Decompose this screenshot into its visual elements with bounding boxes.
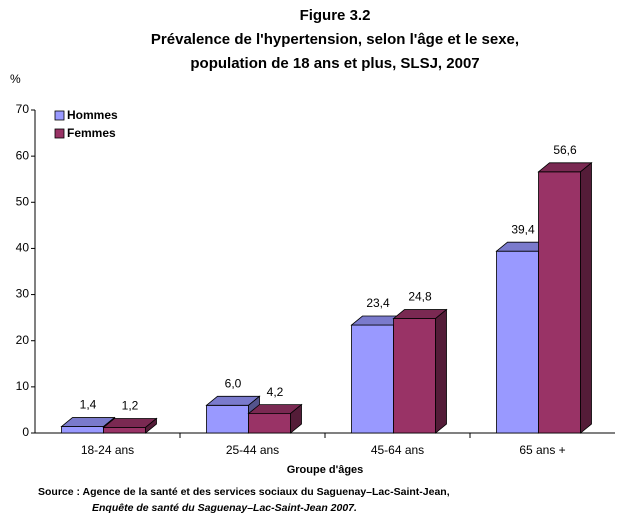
chart-title: Prévalence de l'hypertension, selon l'âg… [151, 31, 519, 48]
bar [206, 404, 249, 434]
y-tick-label: 10 [16, 379, 30, 393]
bar [248, 413, 291, 434]
chart-title: Figure 3.2 [300, 7, 371, 24]
value-label: 4,2 [267, 385, 284, 399]
bar [351, 324, 394, 434]
bar [61, 426, 104, 434]
bar-side [290, 403, 302, 434]
y-tick-label: 50 [16, 194, 30, 208]
value-label: 39,4 [511, 222, 535, 236]
chart-title: population de 18 ans et plus, SLSJ, 2007 [190, 55, 479, 72]
bar-side [580, 161, 592, 434]
bar-side [435, 308, 447, 434]
x-tick-label: 65 ans + [519, 443, 565, 457]
value-label: 1,2 [122, 399, 139, 413]
legend-label: Femmes [67, 126, 116, 140]
y-tick-label: 0 [22, 425, 29, 439]
x-axis-label: Groupe d'âges [287, 464, 364, 476]
value-label: 6,0 [225, 376, 242, 390]
legend-label: Hommes [67, 108, 118, 122]
bar [496, 250, 539, 434]
y-axis-label: % [10, 72, 21, 86]
source: Enquête de santé du Saguenay–Lac-Saint-J… [92, 502, 357, 514]
legend-swatch [54, 128, 65, 139]
bar [393, 318, 436, 434]
y-tick-label: 30 [16, 287, 30, 301]
y-tick-label: 20 [16, 333, 30, 347]
x-tick-label: 25-44 ans [226, 443, 279, 457]
source: Source : Agence de la santé et des servi… [38, 486, 450, 498]
bar-side [145, 417, 157, 434]
x-tick-label: 18-24 ans [81, 443, 134, 457]
y-tick-label: 60 [16, 148, 30, 162]
value-label: 1,4 [80, 398, 97, 412]
y-tick-label: 40 [16, 241, 30, 255]
legend-swatch [54, 110, 65, 121]
value-label: 24,8 [408, 290, 432, 304]
value-label: 23,4 [366, 296, 390, 310]
x-tick-label: 45-64 ans [371, 443, 424, 457]
bar [538, 171, 581, 434]
value-label: 56,6 [553, 143, 577, 157]
bar [103, 427, 146, 434]
y-tick-label: 70 [16, 102, 30, 116]
